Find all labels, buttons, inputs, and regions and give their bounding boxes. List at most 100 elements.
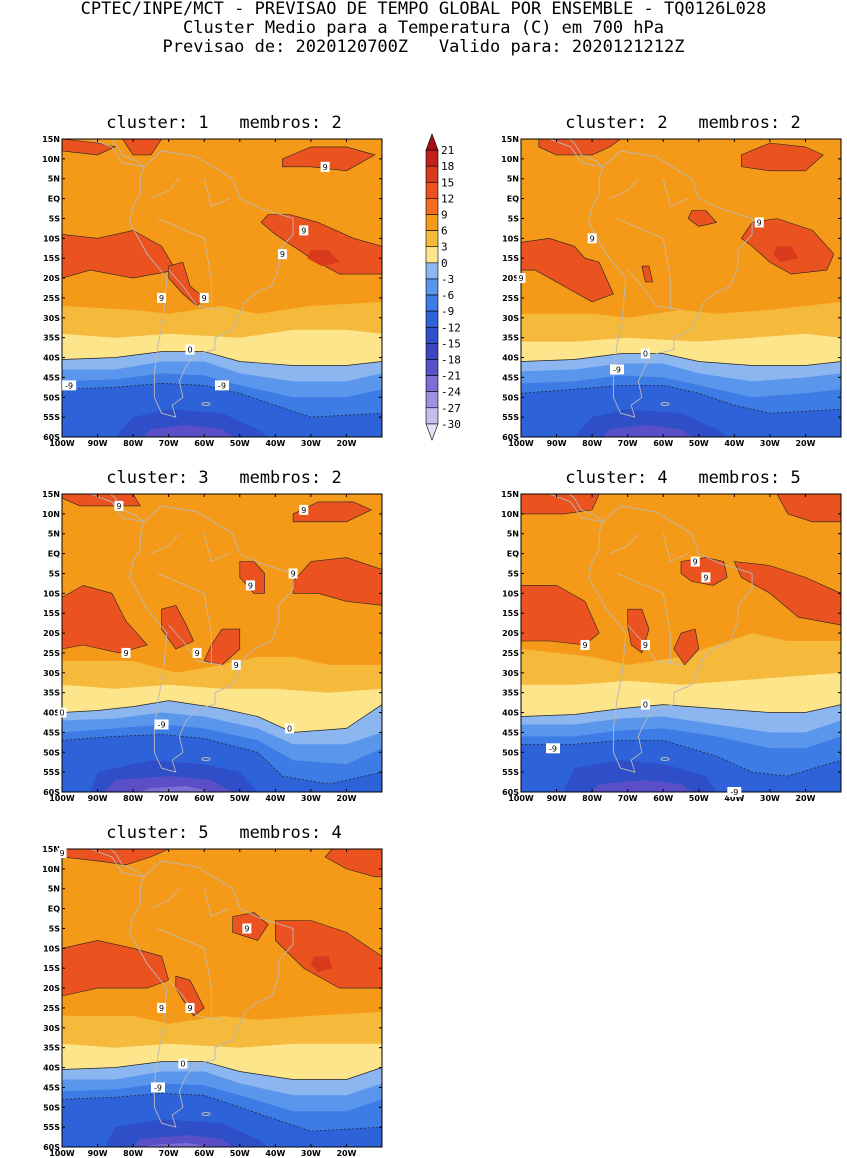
lat-tick-label: 55S bbox=[43, 413, 60, 422]
lat-tick-label: 20S bbox=[43, 629, 60, 638]
lat-tick-label: EQ bbox=[507, 195, 519, 204]
lon-tick-label: 20W bbox=[336, 439, 356, 448]
contour-label: -9 bbox=[218, 381, 226, 390]
contour-label: 9 bbox=[590, 234, 595, 243]
lon-tick-label: 100W bbox=[508, 439, 534, 448]
map-panel-cluster-2: 15N 10N 5N EQ 5S 10S 15S 20S 25S 30S 35S 40S 45S 50S 5… bbox=[501, 135, 842, 448]
lat-tick-label: 15N bbox=[501, 490, 519, 499]
lon-tick-label: 80W bbox=[123, 439, 143, 448]
lon-tick-label: 90W bbox=[547, 439, 567, 448]
colorbar-label: 12 bbox=[441, 192, 454, 205]
lat-tick-label: 30S bbox=[502, 669, 519, 678]
lat-tick-label: 35S bbox=[502, 334, 519, 343]
lat-tick-label: 5N bbox=[48, 530, 60, 539]
lon-tick-label: 70W bbox=[618, 794, 638, 803]
map-panel-cluster-1: 15N 10N 5N EQ 5S 10S 15S 20S 25S 30S 35S 40S 45S 50S 5… bbox=[42, 135, 383, 448]
colorbar-swatch bbox=[425, 375, 439, 392]
lat-tick-label: 30S bbox=[43, 314, 60, 323]
lon-tick-label: 20W bbox=[795, 439, 815, 448]
contour-label: 9 bbox=[757, 218, 762, 227]
lat-tick-label: 60S bbox=[502, 433, 519, 442]
lon-tick-label: 60W bbox=[653, 439, 673, 448]
lat-tick-label: 5S bbox=[508, 214, 520, 223]
contour-label: 9 bbox=[159, 294, 164, 303]
page-title: CPTEC/INPE/MCT - PREVISAO DE TEMPO GLOBA… bbox=[80, 0, 767, 19]
lat-tick-label: 20S bbox=[43, 274, 60, 283]
lon-tick-label: 60W bbox=[194, 1149, 214, 1158]
contour-label: 9 bbox=[59, 849, 64, 858]
colorbar-label: 0 bbox=[441, 257, 448, 270]
lat-tick-label: 5S bbox=[508, 569, 520, 578]
contour-label: 9 bbox=[195, 649, 200, 658]
lat-tick-label: 50S bbox=[43, 393, 60, 402]
contour-label: 9 bbox=[643, 641, 648, 650]
lon-tick-label: 90W bbox=[88, 794, 108, 803]
lat-tick-label: 10N bbox=[42, 510, 60, 519]
map-field bbox=[521, 139, 841, 437]
lon-tick-label: 70W bbox=[618, 439, 638, 448]
contour-label: 9 bbox=[518, 274, 523, 283]
contour-label: 9 bbox=[159, 1004, 164, 1013]
lat-tick-label: 10S bbox=[43, 944, 60, 953]
lat-tick-label: 10S bbox=[43, 234, 60, 243]
colorbar-label: -3 bbox=[441, 273, 454, 286]
lon-tick-label: 50W bbox=[689, 439, 709, 448]
lon-tick-label: 60W bbox=[194, 794, 214, 803]
contour-label: 9 bbox=[693, 558, 698, 567]
panel-title-cluster-2: cluster: 2 membros: 2 bbox=[565, 113, 801, 133]
temperature-colorbar: 21 18 15 12 9 6 3 0 -3 -6 -9 -12 -15 -18 -21 -24 -27 -30 bbox=[425, 133, 461, 441]
lat-tick-label: 45S bbox=[502, 373, 519, 382]
lat-tick-label: 50S bbox=[502, 748, 519, 757]
colorbar-label: -27 bbox=[441, 402, 461, 415]
colorbar-swatch bbox=[425, 326, 439, 344]
lon-tick-label: 50W bbox=[689, 794, 709, 803]
lon-tick-label: 50W bbox=[230, 1149, 250, 1158]
lat-tick-label: EQ bbox=[507, 550, 519, 559]
colorbar-swatch bbox=[425, 165, 439, 183]
colorbar-swatch bbox=[425, 343, 439, 360]
lat-tick-label: 5S bbox=[49, 569, 61, 578]
lon-tick-label: 80W bbox=[123, 794, 143, 803]
contour-label: 9 bbox=[116, 502, 121, 511]
lat-tick-label: EQ bbox=[48, 550, 60, 559]
lat-tick-label: 10N bbox=[42, 155, 60, 164]
contour-label: 9 bbox=[280, 250, 285, 259]
lat-tick-label: 10N bbox=[501, 155, 519, 164]
contour-label: -9 bbox=[154, 1083, 162, 1092]
lon-tick-label: 90W bbox=[88, 439, 108, 448]
lon-tick-label: 100W bbox=[49, 1149, 75, 1158]
lat-tick-label: 25S bbox=[43, 1004, 60, 1013]
lon-tick-label: 50W bbox=[230, 794, 250, 803]
continent-outline bbox=[88, 494, 294, 773]
lon-tick-label: 60W bbox=[194, 439, 214, 448]
continent-outline bbox=[547, 494, 753, 773]
colorbar-label: 6 bbox=[441, 225, 448, 238]
lat-tick-label: 5S bbox=[49, 214, 61, 223]
lat-tick-label: 60S bbox=[43, 788, 60, 797]
lon-tick-label: 40W bbox=[265, 1149, 285, 1158]
lat-tick-label: 10S bbox=[43, 589, 60, 598]
lat-tick-label: 5S bbox=[49, 924, 61, 933]
lon-tick-label: 100W bbox=[49, 794, 75, 803]
lon-tick-label: 20W bbox=[336, 794, 356, 803]
colorbar-swatch bbox=[425, 230, 439, 248]
lat-tick-label: 5N bbox=[48, 885, 60, 894]
lat-tick-label: 15S bbox=[502, 254, 519, 263]
contour-label: 0 bbox=[287, 724, 292, 733]
lat-tick-label: 15S bbox=[502, 609, 519, 618]
contour-label: 9 bbox=[202, 294, 207, 303]
lat-tick-label: 35S bbox=[43, 689, 60, 698]
lat-tick-label: 5N bbox=[507, 175, 519, 184]
lat-tick-label: 15N bbox=[42, 490, 60, 499]
lat-tick-label: 15N bbox=[42, 845, 60, 854]
lat-tick-label: 15S bbox=[43, 964, 60, 973]
colorbar-label: -9 bbox=[441, 305, 454, 318]
map-field bbox=[521, 494, 841, 792]
lat-tick-label: 45S bbox=[43, 728, 60, 737]
lon-tick-label: 40W bbox=[724, 439, 744, 448]
continent-outline bbox=[88, 139, 294, 418]
contour-label: 9 bbox=[301, 506, 306, 515]
lat-tick-label: 45S bbox=[43, 373, 60, 382]
page-subtitle: Cluster Medio para a Temperatura (C) em … bbox=[182, 18, 665, 38]
contour-label: 9 bbox=[582, 641, 587, 650]
